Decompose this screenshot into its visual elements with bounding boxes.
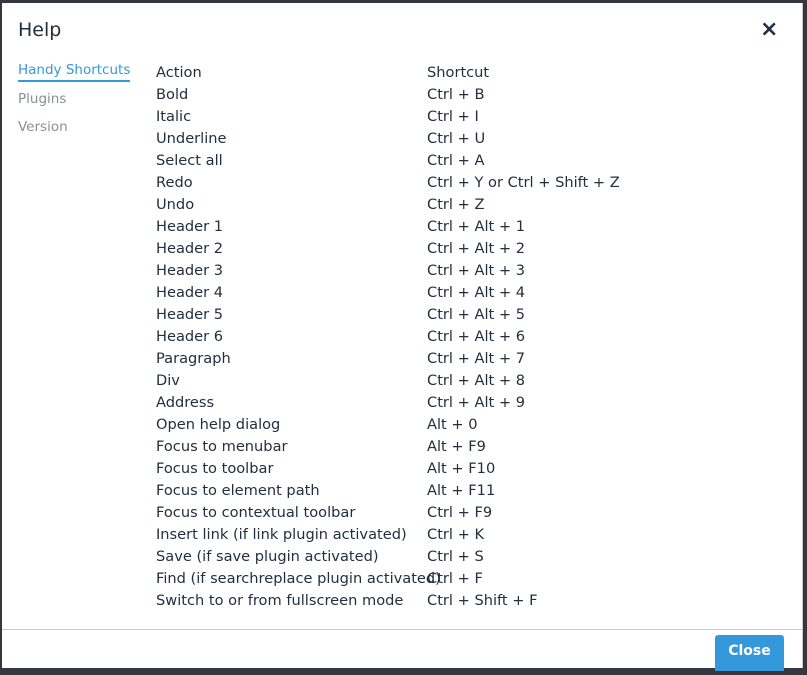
action-cell: Header 3 (156, 262, 224, 279)
shortcut-cell: Alt + 0 (427, 416, 478, 433)
shortcut-cell: Alt + F10 (427, 460, 496, 477)
table-row: Open help dialog Alt + 0 (156, 415, 620, 437)
shortcut-cell: Ctrl + I (427, 108, 479, 125)
shortcut-cell: Ctrl + Shift + F (427, 592, 538, 609)
table-row: Insert link (if link plugin activated) Ct… (156, 525, 620, 547)
table-row: Address Ctrl + Alt + 9 (156, 393, 620, 415)
action-cell: Underline (156, 130, 227, 147)
action-cell: Save (if save plugin activated) (156, 548, 379, 565)
shortcut-cell: Ctrl + U (427, 130, 486, 147)
tab-handy-shortcuts[interactable]: Handy Shortcuts (18, 62, 131, 91)
action-cell: Open help dialog (156, 416, 281, 433)
shortcut-cell: Ctrl + Alt + 9 (427, 394, 526, 411)
table-row: Header 6 Ctrl + Alt + 6 (156, 327, 620, 349)
dialog-footer-divider (2, 629, 803, 630)
table-row: Header 1 Ctrl + Alt + 1 (156, 217, 620, 239)
action-cell: Address (156, 394, 215, 411)
action-cell: Header 6 (156, 328, 224, 345)
action-cell: Header 4 (156, 284, 224, 301)
table-row: Div Ctrl + Alt + 8 (156, 371, 620, 393)
shortcut-cell: Ctrl + Alt + 3 (427, 262, 526, 279)
table-row: Select all Ctrl + A (156, 151, 620, 173)
tab-plugins[interactable]: Plugins (18, 91, 130, 120)
table-row: Header 4 Ctrl + Alt + 4 (156, 283, 620, 305)
action-cell: Select all (156, 152, 223, 169)
tab-version[interactable]: Version (18, 119, 130, 148)
close-icon[interactable]: × (760, 17, 779, 42)
shortcut-cell: Ctrl + A (427, 152, 485, 169)
shortcut-cell: Ctrl + Alt + 8 (427, 372, 526, 389)
action-cell: Header 5 (156, 306, 224, 323)
shortcut-cell: Ctrl + B (427, 86, 485, 103)
table-row: Undo Ctrl + Z (156, 195, 620, 217)
tab-label: Handy Shortcuts (18, 62, 131, 82)
shortcut-cell: Ctrl + Alt + 5 (427, 306, 526, 323)
action-cell: Header 2 (156, 240, 224, 257)
help-tabs: Handy Shortcuts Plugins Version (18, 62, 131, 148)
header-shortcut: Shortcut (427, 64, 490, 81)
action-cell: Focus to element path (156, 482, 320, 499)
shortcut-cell: Ctrl + Y or Ctrl + Shift + Z (427, 174, 620, 191)
tab-label: Plugins (18, 90, 67, 107)
table-row: Save (if save plugin activated) Ctrl + S (156, 547, 620, 569)
table-row: Focus to toolbar Alt + F10 (156, 459, 620, 481)
close-button[interactable]: Close (715, 635, 784, 671)
dialog-title: Help (18, 19, 62, 41)
shortcut-cell: Alt + F9 (427, 438, 486, 455)
help-dialog: Help × Handy Shortcuts Plugins Version A… (2, 3, 803, 668)
table-row: Switch to or from fullscreen mode Ctrl + … (156, 591, 620, 613)
action-cell: Focus to toolbar (156, 460, 274, 477)
table-row: Focus to element path Alt + F11 (156, 481, 620, 503)
shortcut-cell: Ctrl + Z (427, 196, 485, 213)
shortcut-cell: Ctrl + F9 (427, 504, 493, 521)
shortcut-cell: Ctrl + S (427, 548, 484, 565)
shortcut-cell: Ctrl + Alt + 4 (427, 284, 526, 301)
action-cell: Insert link (if link plugin activated) (156, 526, 407, 543)
shortcut-cell: Ctrl + F (427, 570, 483, 587)
tab-label: Version (18, 119, 68, 135)
header-action: Action (156, 64, 202, 81)
shortcut-cell: Ctrl + Alt + 6 (427, 328, 526, 345)
table-row: Italic Ctrl + I (156, 107, 620, 129)
table-row: Header 3 Ctrl + Alt + 3 (156, 261, 620, 283)
table-row: Header 5 Ctrl + Alt + 5 (156, 305, 620, 327)
table-row: Focus to menubar Alt + F9 (156, 437, 620, 459)
action-cell: Redo (156, 174, 193, 191)
table-row: Redo Ctrl + Y or Ctrl + Shift + Z (156, 173, 620, 195)
shortcut-cell: Ctrl + Alt + 1 (427, 218, 526, 235)
shortcuts-table: Action Shortcut Bold Ctrl + B Italic Ctrl +… (156, 63, 620, 613)
table-row: Focus to contextual toolbar Ctrl + F9 (156, 503, 620, 525)
action-cell: Div (156, 372, 180, 389)
table-row: Find (if searchreplace plugin activated)… (156, 569, 620, 591)
action-cell: Header 1 (156, 218, 224, 235)
table-row: Underline Ctrl + U (156, 129, 620, 151)
shortcut-cell: Ctrl + Alt + 7 (427, 350, 526, 367)
action-cell: Bold (156, 86, 189, 103)
table-row: Bold Ctrl + B (156, 85, 620, 107)
action-cell: Find (if searchreplace plugin activated) (156, 570, 441, 587)
action-cell: Undo (156, 196, 195, 213)
table-row: Paragraph Ctrl + Alt + 7 (156, 349, 620, 371)
action-cell: Italic (156, 108, 192, 125)
action-cell: Switch to or from fullscreen mode (156, 592, 404, 609)
table-row: Header 2 Ctrl + Alt + 2 (156, 239, 620, 261)
shortcut-cell: Ctrl + K (427, 526, 485, 543)
shortcut-cell: Ctrl + Alt + 2 (427, 240, 526, 257)
shortcut-cell: Alt + F11 (427, 482, 496, 499)
action-cell: Paragraph (156, 350, 231, 367)
table-header: Action Shortcut (156, 63, 620, 85)
action-cell: Focus to menubar (156, 438, 288, 455)
action-cell: Focus to contextual toolbar (156, 504, 356, 521)
